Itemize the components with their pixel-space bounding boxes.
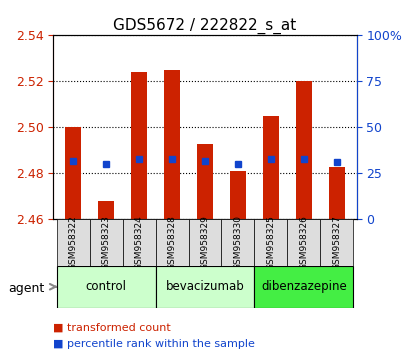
FancyBboxPatch shape	[287, 219, 320, 266]
Bar	[130, 72, 147, 219]
Text: GSM958324: GSM958324	[134, 215, 143, 270]
Title: GDS5672 / 222822_s_at: GDS5672 / 222822_s_at	[113, 18, 296, 34]
Text: GSM958325: GSM958325	[266, 215, 275, 270]
Bar	[98, 201, 114, 219]
FancyBboxPatch shape	[254, 219, 287, 266]
Text: GSM958329: GSM958329	[200, 215, 209, 270]
FancyBboxPatch shape	[188, 219, 221, 266]
Bar	[65, 127, 81, 219]
Text: GSM958326: GSM958326	[299, 215, 308, 270]
FancyBboxPatch shape	[320, 219, 353, 266]
Text: ■ percentile rank within the sample: ■ percentile rank within the sample	[53, 339, 254, 349]
Text: bevacizumab: bevacizumab	[165, 280, 244, 293]
Text: control: control	[85, 280, 126, 293]
Bar	[196, 143, 213, 219]
Bar	[295, 81, 311, 219]
Text: GSM958322: GSM958322	[68, 215, 77, 270]
FancyBboxPatch shape	[56, 266, 155, 308]
FancyBboxPatch shape	[56, 219, 89, 266]
Text: agent: agent	[8, 282, 44, 295]
Text: GSM958330: GSM958330	[233, 215, 242, 270]
Bar	[328, 166, 344, 219]
FancyBboxPatch shape	[155, 219, 188, 266]
FancyBboxPatch shape	[254, 266, 353, 308]
FancyBboxPatch shape	[89, 219, 122, 266]
FancyBboxPatch shape	[122, 219, 155, 266]
FancyBboxPatch shape	[221, 219, 254, 266]
Text: dibenzazepine: dibenzazepine	[261, 280, 346, 293]
Bar	[262, 116, 279, 219]
Text: GSM958323: GSM958323	[101, 215, 110, 270]
Bar	[163, 70, 180, 219]
Text: GSM958327: GSM958327	[332, 215, 341, 270]
FancyBboxPatch shape	[155, 266, 254, 308]
Text: ■ transformed count: ■ transformed count	[53, 322, 171, 332]
Bar	[229, 171, 246, 219]
Text: GSM958328: GSM958328	[167, 215, 176, 270]
